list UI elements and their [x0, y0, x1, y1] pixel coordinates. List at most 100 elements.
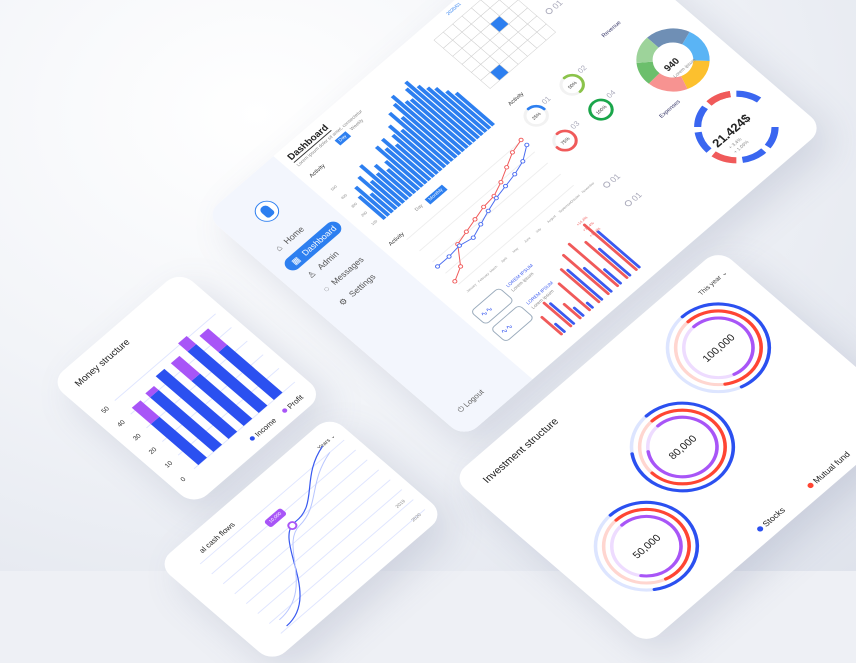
pair-bar-blue [582, 267, 613, 293]
group-total: 50,000 [631, 533, 664, 561]
month-label: March [489, 265, 499, 274]
expenses-segment [711, 151, 737, 164]
activity-bar [374, 145, 424, 188]
y-tick-label: 300 [350, 202, 358, 209]
gridline [245, 479, 391, 604]
line-point [472, 217, 478, 222]
ring-number: 01 [540, 95, 553, 106]
y-tick-label: 50 [100, 405, 111, 415]
line-point [470, 235, 476, 240]
line-point [485, 208, 491, 214]
line-point [509, 150, 515, 155]
line-point [524, 142, 530, 148]
y-tick-label: 100 [370, 219, 378, 226]
pair-bar-red [562, 253, 610, 296]
group-total: 100,000 [701, 333, 738, 365]
activity-bar [416, 84, 481, 140]
month-label: April [500, 256, 508, 263]
line-point [520, 159, 526, 164]
income-bar [187, 344, 268, 413]
gridline [199, 439, 345, 565]
ring-number: 03 [568, 119, 581, 130]
activity-bar [409, 98, 469, 150]
activity-bar [387, 124, 443, 172]
pair-bar-red [540, 315, 563, 336]
income-bar [218, 344, 283, 400]
line-point [463, 229, 469, 234]
gridline [419, 151, 536, 252]
pair-bar-blue [572, 306, 585, 317]
activity-bar [373, 163, 413, 198]
line-point [446, 254, 452, 259]
sparkline-icon: ∿∿ [498, 322, 515, 336]
line-point [493, 195, 499, 201]
month-label: November [581, 181, 596, 194]
activity-bar [434, 87, 488, 133]
activity-bar [357, 175, 398, 211]
pair-bar-red [542, 301, 573, 328]
change-badge: +14.4% [576, 215, 589, 226]
pair-bar-blue [585, 301, 594, 309]
change-badge: +14.4% [582, 221, 595, 232]
pair-bar-blue [596, 230, 641, 269]
activity-ring [555, 129, 578, 152]
gridline [114, 313, 216, 401]
profit-bar [199, 328, 228, 353]
calendar-day [536, 23, 556, 41]
ring-percent: 100% [595, 104, 609, 116]
expenses-segment [741, 148, 767, 163]
line-point [435, 264, 441, 269]
bonds-ring [692, 316, 755, 376]
line-point [456, 243, 462, 248]
month-label: January [466, 283, 478, 294]
cashflow-marker [287, 521, 298, 530]
y-tick-label: 30 [132, 433, 143, 443]
activity-bar [404, 80, 477, 143]
line-point [478, 222, 484, 227]
profit-bar [170, 355, 201, 382]
gridline [445, 173, 562, 274]
mutual-fund-ring [650, 408, 727, 486]
dashboard-window: ⌂ Home ▦ Dashboard ♙ Admin ◌ Messages ⚙ Settings … [205, 0, 825, 439]
money-chart: 0 10 20 30 40 50 Income Profit [100, 313, 306, 483]
activity-bar [357, 195, 387, 220]
ring-percent: 75% [560, 136, 572, 147]
activity-bar [454, 91, 496, 127]
pair-bar-red [562, 302, 582, 320]
activity-bar [404, 87, 473, 146]
activity-bar [392, 102, 458, 159]
line-point [512, 172, 518, 177]
income-bar [191, 373, 253, 427]
y-tick-label: 20 [148, 446, 159, 456]
activity-bar [390, 94, 462, 156]
stocks-ring [680, 302, 772, 389]
pair-bar-red [567, 242, 620, 287]
line-point [452, 279, 458, 284]
legend-label-income: Income [253, 416, 279, 438]
mutual-fund-ring [614, 507, 691, 581]
line-point [502, 183, 509, 189]
mutual-fund-ring [686, 309, 763, 386]
expenses-segment [736, 90, 762, 103]
y-tick-label: 500 [330, 185, 338, 192]
dashboard-card: ⌂ Home ▦ Dashboard ♙ Admin ◌ Messages ⚙ Settings … [205, 0, 825, 439]
expenses-segment [694, 105, 709, 128]
group-total: 80,000 [667, 434, 700, 462]
line-point [458, 264, 464, 269]
legend-dot [249, 436, 255, 441]
line-point [504, 165, 510, 170]
activity-bar [394, 143, 436, 179]
gridline [406, 140, 523, 241]
y-tick-label: 0 [179, 476, 187, 483]
y-tick-label: 200 [360, 211, 368, 218]
revenue-segment [681, 31, 710, 62]
gridline [458, 184, 574, 285]
legend-dot [282, 408, 288, 413]
pair-bar-blue [554, 322, 566, 333]
revenue-segment [636, 37, 659, 63]
activity-bar [359, 164, 406, 204]
activity-bar [369, 179, 402, 208]
gridline [432, 162, 549, 263]
activity-bar [426, 86, 484, 137]
